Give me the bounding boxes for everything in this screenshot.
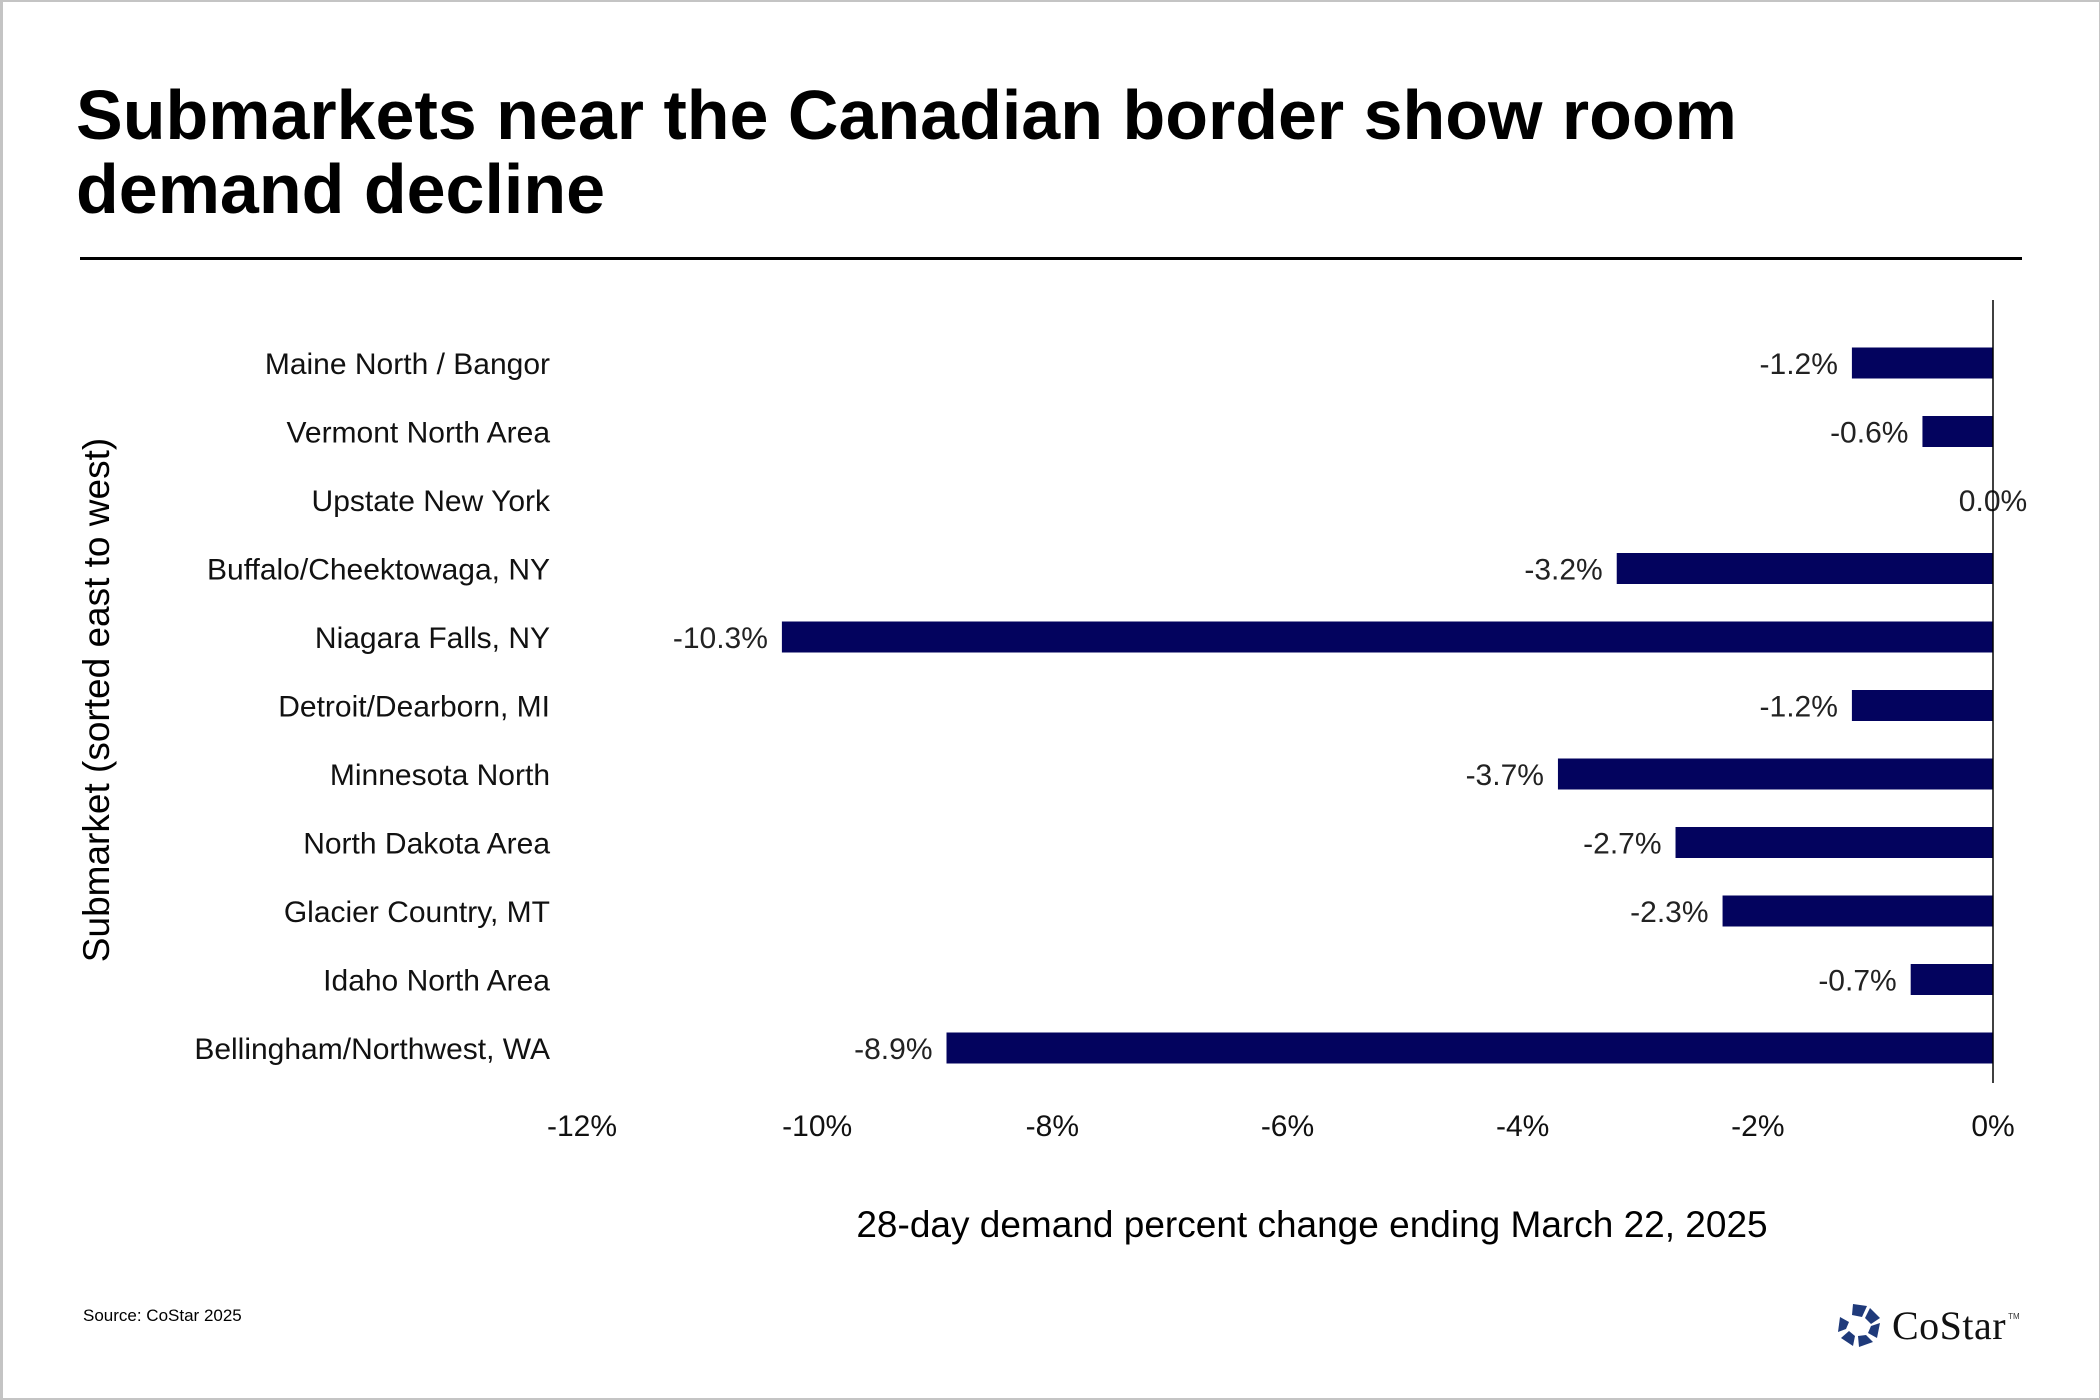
data-labels: -1.2%-0.6%0.0%-3.2%-10.3%-1.2%-3.7%-2.7%… bbox=[673, 348, 2027, 1066]
x-tick-label: -6% bbox=[1261, 1110, 1314, 1143]
title-divider bbox=[80, 257, 2022, 260]
chart-title: Submarkets near the Canadian border show… bbox=[76, 76, 1737, 228]
data-label: -10.3% bbox=[673, 622, 768, 655]
bar bbox=[1851, 690, 1993, 721]
category-label: Glacier Country, MT bbox=[284, 896, 550, 929]
bar bbox=[1910, 964, 1993, 995]
category-label: Niagara Falls, NY bbox=[315, 622, 550, 655]
category-label: Vermont North Area bbox=[287, 417, 551, 450]
logo-wordmark: CoStar bbox=[1892, 1302, 2007, 1348]
bar bbox=[1851, 347, 1993, 379]
x-tick-label: -8% bbox=[1026, 1110, 1079, 1143]
category-label: Bellingham/Northwest, WA bbox=[194, 1033, 550, 1066]
data-label: -2.7% bbox=[1583, 828, 1661, 861]
x-tick-label: -10% bbox=[782, 1110, 852, 1143]
data-label: -1.2% bbox=[1760, 691, 1838, 724]
x-tick-labels: -12% -10% -8% -6% -4% -2% 0% bbox=[547, 1110, 2015, 1143]
data-label: -2.3% bbox=[1630, 896, 1708, 929]
bars-group bbox=[781, 347, 1994, 1064]
bar bbox=[1557, 758, 1993, 790]
x-tick-label: -2% bbox=[1731, 1110, 1784, 1143]
data-label: -3.7% bbox=[1466, 759, 1544, 792]
data-label: -8.9% bbox=[854, 1033, 932, 1066]
category-label: Detroit/Dearborn, MI bbox=[278, 691, 550, 724]
category-label: North Dakota Area bbox=[303, 828, 550, 861]
category-label: Maine North / Bangor bbox=[265, 348, 550, 381]
data-label: -0.6% bbox=[1830, 417, 1908, 450]
bar bbox=[946, 1032, 1994, 1064]
category-labels: Maine North / Bangor Vermont North Area Up… bbox=[194, 348, 551, 1066]
data-label: -0.7% bbox=[1818, 965, 1896, 998]
costar-logo: CoStar TM bbox=[1836, 1300, 2020, 1350]
trademark-mark: TM bbox=[2008, 1312, 2020, 1321]
x-tick-label: 0% bbox=[1971, 1110, 2014, 1143]
bar bbox=[1722, 895, 1993, 927]
category-label: Buffalo/Cheektowaga, NY bbox=[207, 554, 550, 587]
data-label: -3.2% bbox=[1524, 554, 1602, 587]
bar bbox=[1922, 416, 1993, 447]
source-note: Source: CoStar 2025 bbox=[83, 1306, 242, 1325]
x-tick-label: -4% bbox=[1496, 1110, 1549, 1143]
bar bbox=[1616, 553, 1993, 584]
category-label: Minnesota North bbox=[330, 759, 550, 792]
category-label: Idaho North Area bbox=[323, 965, 550, 998]
y-axis-title: Submarket (sorted east to west) bbox=[76, 438, 117, 962]
x-axis-title: 28-day demand percent change ending Marc… bbox=[856, 1204, 1767, 1245]
x-tick-label: -12% bbox=[547, 1110, 617, 1143]
costar-star-icon bbox=[1838, 1304, 1880, 1347]
data-label: -1.2% bbox=[1760, 348, 1838, 381]
category-label: Upstate New York bbox=[312, 485, 551, 518]
bar bbox=[1675, 827, 1993, 858]
bar bbox=[781, 621, 1994, 653]
